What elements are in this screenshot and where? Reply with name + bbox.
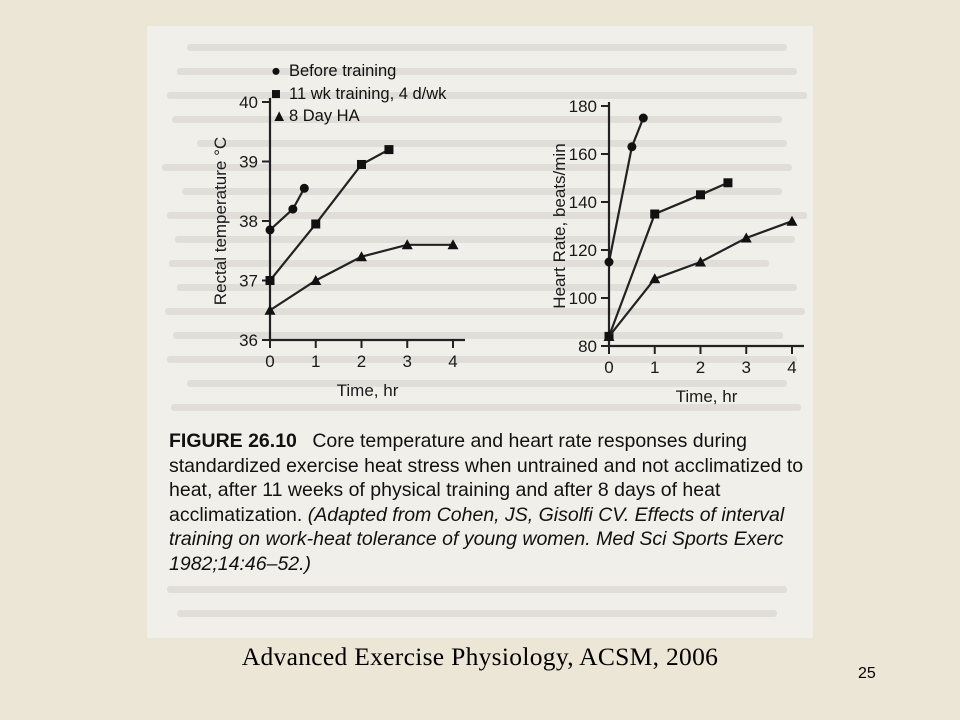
page-number: 25 [858, 665, 876, 682]
temp-y-tick-label: 39 [239, 153, 258, 172]
circle-marker-icon: ● [271, 62, 281, 80]
legend-item-trained: ■ 11 wk training, 4 d/wk [271, 83, 446, 106]
temp-y-tick-label: 38 [239, 212, 258, 231]
hr-x-tick-label: 4 [787, 358, 796, 377]
temp-square-marker [311, 219, 321, 229]
figure-caption: FIGURE 26.10 Core temperature and heart … [169, 429, 809, 577]
temp-x-tick-label: 3 [403, 352, 412, 371]
temp-triangle-marker [310, 275, 322, 285]
hr-y-tick-label: 140 [569, 193, 597, 212]
temp-triangle-marker [264, 304, 276, 315]
temp-circle-marker [265, 225, 275, 235]
hr-square-marker [650, 209, 660, 219]
hr-series-line [607, 117, 645, 263]
hr-triangle-marker [786, 215, 798, 226]
hr-triangle-marker [740, 232, 752, 243]
temp-y-axis-label: Rectal temperature °C [211, 137, 230, 305]
temp-triangle-marker [356, 251, 367, 262]
legend-label-ha: 8 Day HA [289, 107, 360, 125]
triangle-marker-icon: ▲ [271, 107, 288, 125]
caption-citation: (Adapted from Cohen, JS, Gisolfi CV. Eff… [169, 503, 785, 575]
figure-scan: 36 37 38 39 40 0 1 2 3 4 Time, hr Rectal temperatur… [147, 26, 813, 638]
hr-x-tick-label: 1 [650, 358, 659, 377]
temp-triangle-marker [447, 239, 459, 250]
temp-square-marker [384, 145, 394, 155]
temp-x-tick-label: 2 [357, 352, 366, 371]
temp-x-tick-label: 0 [265, 352, 274, 371]
hr-series-line [608, 220, 793, 338]
hr-x-axis-label: Time, hr [676, 387, 738, 406]
bleed-through-text [147, 26, 813, 638]
temp-x-axis-label: Time, hr [337, 381, 399, 400]
hr-circle-marker [604, 257, 614, 267]
temp-x-tick-label: 4 [448, 352, 457, 371]
hr-y-axis-label: Heart Rate, beats/min [550, 143, 569, 308]
legend-label-before: Before training [289, 62, 397, 80]
hr-square-marker [723, 178, 733, 188]
legend-item-ha: ▲ 8 Day HA [271, 105, 446, 128]
temp-triangle-marker [401, 239, 413, 250]
hr-square-marker [696, 190, 705, 200]
hr-x-tick-label: 3 [742, 358, 751, 377]
temp-y-tick-label: 36 [239, 331, 258, 350]
temp-series-line [269, 148, 390, 282]
hr-triangle-marker [695, 256, 706, 267]
legend-item-before: ● Before training [271, 60, 446, 83]
temp-circle-marker [288, 204, 298, 214]
square-marker-icon: ■ [271, 84, 281, 103]
hr-y-tick-label: 80 [578, 337, 597, 356]
caption-text: Core temperature and heart rate response… [169, 430, 804, 526]
temp-circle-marker [299, 183, 309, 193]
hr-y-tick-label: 120 [569, 241, 597, 260]
hr-y-tick-label: 100 [569, 289, 597, 308]
temp-series-line [269, 187, 306, 231]
hr-x-tick-label: 2 [696, 358, 705, 377]
temp-square-marker [265, 276, 275, 285]
hr-circle-marker [638, 113, 648, 123]
hr-circle-marker [627, 142, 637, 152]
temp-y-tick-label: 40 [239, 93, 258, 112]
hr-triangle-marker [603, 330, 615, 341]
temp-y-tick-label: 37 [239, 272, 258, 291]
hr-triangle-marker [649, 273, 661, 284]
temp-square-marker [357, 159, 366, 169]
chart-legend: ● Before training ■ 11 wk training, 4 d/… [271, 60, 446, 128]
legend-label-trained: 11 wk training, 4 d/wk [289, 84, 447, 103]
temp-x-tick-label: 1 [311, 352, 320, 371]
hr-y-tick-label: 180 [569, 97, 597, 116]
source-credit: Advanced Exercise Physiology, ACSM, 2006 [241, 642, 719, 671]
caption-label: FIGURE 26.10 [169, 430, 297, 452]
hr-x-tick-label: 0 [604, 358, 613, 377]
hr-y-tick-label: 160 [569, 145, 597, 164]
hr-series-line [607, 181, 729, 337]
